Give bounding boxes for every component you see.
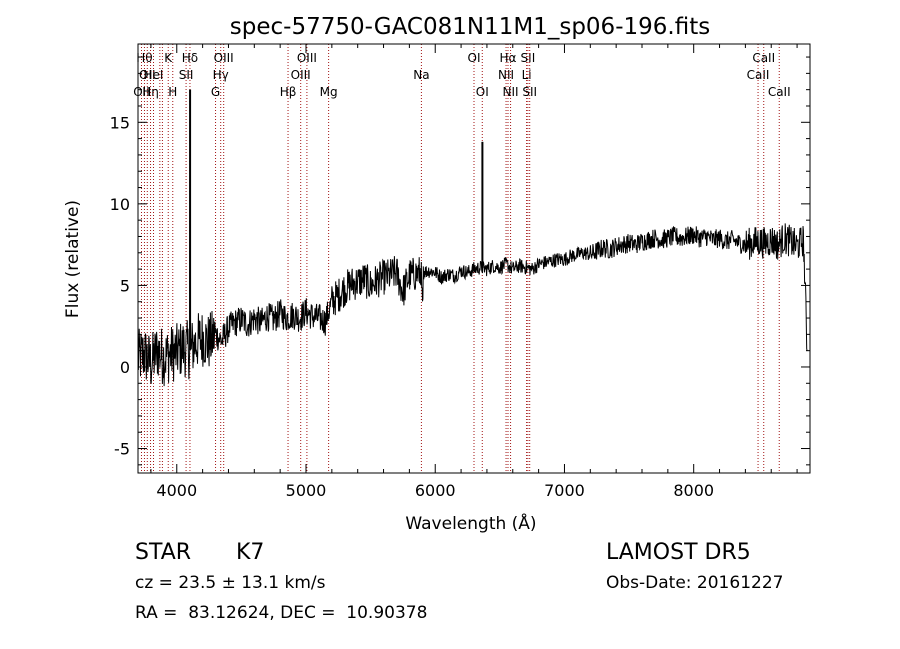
x-tick-label: 5000	[286, 481, 327, 500]
coordinates: RA = 83.12624, DEC = 10.90378	[135, 603, 428, 623]
x-axis-label: Wavelength (Å)	[405, 512, 536, 534]
spectral-line-label: NII	[498, 68, 514, 82]
spectral-line-label: HeI	[144, 68, 164, 82]
spectral-line-label: Na	[413, 68, 429, 82]
spectral-line-label: K	[164, 51, 173, 65]
spectral-line-label: SII	[521, 51, 536, 65]
redshift-velocity: cz = 23.5 ± 13.1 km/s	[135, 573, 326, 593]
spectral-line-label: CaII	[752, 51, 775, 65]
spectral-line-label: Hα	[500, 51, 517, 65]
spectral-line-label: Hγ	[213, 68, 229, 82]
spectral-line-label: Hθ	[136, 51, 152, 65]
spectral-line-label: SII	[179, 68, 194, 82]
spectral-line-label: Mg	[320, 85, 338, 99]
spectral-line-label: OIII	[214, 51, 234, 65]
spectral-line-label: OII	[139, 68, 156, 82]
data-layer	[137, 89, 808, 387]
spectral-line-label: CaII	[747, 68, 770, 82]
x-tick-label: 6000	[415, 481, 456, 500]
star-subclass: K7	[236, 540, 265, 565]
spectral-line-label: Li	[522, 68, 532, 82]
star-class: STAR	[135, 540, 192, 565]
chart-title: spec-57750-GAC081N11M1_sp06-196.fits	[230, 14, 710, 40]
y-tick-label: 5	[120, 276, 130, 295]
spectral-line-label: OII	[133, 85, 150, 99]
axes: 4000 5000 6000 7000 8000 -5 0 5 10 15	[110, 44, 810, 500]
spectral-line-label: OIII	[291, 68, 311, 82]
spectrum-line	[137, 89, 808, 387]
spectral-line-label: NII	[503, 85, 519, 99]
spectral-line-markers: OIIHθOIIHηHeIKHSIIHδGHγOIIIHβOIIIOIIIMgN…	[133, 44, 791, 473]
spectral-line-label: Hη	[142, 85, 159, 99]
spectral-line-label: OI	[468, 51, 481, 65]
survey-name: LAMOST DR5	[606, 540, 751, 565]
spectral-line-label: Hβ	[280, 85, 297, 99]
spectral-line-label: CaII	[768, 85, 791, 99]
spectral-line-label: OI	[476, 85, 489, 99]
plot-frame	[137, 43, 811, 474]
y-tick-label: 0	[120, 358, 130, 377]
y-axis-label: Flux (relative)	[63, 200, 83, 318]
spectral-line-label: G	[211, 85, 220, 99]
observation-date: Obs-Date: 20161227	[606, 573, 784, 593]
spectral-line-label: SII	[522, 85, 537, 99]
y-tick-label: 10	[110, 195, 130, 214]
x-tick-label: 4000	[156, 481, 197, 500]
x-tick-label: 7000	[544, 481, 585, 500]
spectral-line-label: Hδ	[182, 51, 198, 65]
x-tick-label: 8000	[673, 481, 714, 500]
y-tick-label: 15	[110, 113, 130, 132]
spectral-line-label: H	[168, 85, 177, 99]
y-tick-label: -5	[114, 440, 130, 459]
spectral-line-label: OIII	[297, 51, 317, 65]
